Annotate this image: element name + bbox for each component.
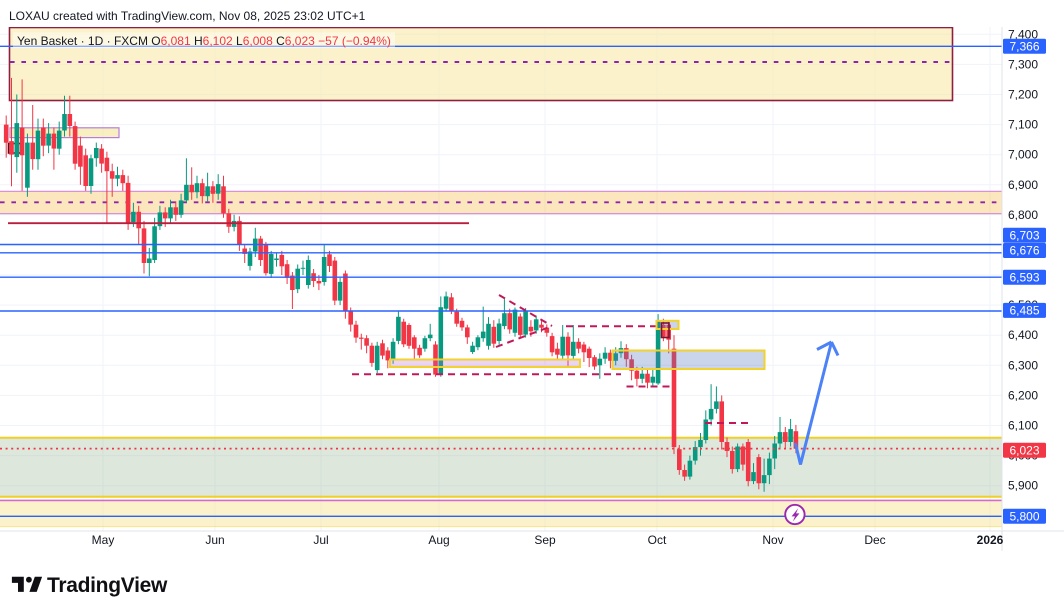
svg-text:TradingView: TradingView: [47, 574, 168, 597]
svg-text:7,300: 7,300: [1008, 57, 1038, 71]
svg-text:2026: 2026: [977, 533, 1004, 547]
svg-text:7,000: 7,000: [1008, 148, 1038, 162]
svg-text:5,800: 5,800: [1009, 510, 1039, 524]
svg-text:6,400: 6,400: [1008, 328, 1038, 342]
svg-text:Sep: Sep: [534, 533, 556, 547]
svg-text:6,485: 6,485: [1009, 304, 1039, 318]
svg-text:Aug: Aug: [428, 533, 449, 547]
svg-text:6,800: 6,800: [1008, 208, 1038, 222]
svg-text:Nov: Nov: [762, 533, 783, 547]
svg-text:6,300: 6,300: [1008, 358, 1038, 372]
svg-text:Yen Basket · 1D · FXCM O6,081: Yen Basket · 1D · FXCM O6,081 H6,102 L6,…: [17, 34, 391, 48]
svg-text:5,900: 5,900: [1008, 479, 1038, 493]
svg-text:Dec: Dec: [864, 533, 885, 547]
svg-text:6,023: 6,023: [1009, 443, 1039, 457]
svg-text:6,676: 6,676: [1009, 244, 1039, 258]
svg-text:6,100: 6,100: [1008, 419, 1038, 433]
svg-text:Jun: Jun: [205, 533, 224, 547]
svg-text:6,200: 6,200: [1008, 388, 1038, 402]
svg-text:6,593: 6,593: [1009, 270, 1039, 284]
svg-text:Jul: Jul: [313, 533, 328, 547]
svg-text:Oct: Oct: [648, 533, 667, 547]
svg-text:6,900: 6,900: [1008, 178, 1038, 192]
svg-text:7,100: 7,100: [1008, 118, 1038, 132]
svg-text:LOXAU created with TradingView: LOXAU created with TradingView.com, Nov …: [9, 9, 366, 23]
svg-text:6,703: 6,703: [1009, 229, 1039, 243]
svg-text:7,400: 7,400: [1008, 27, 1038, 41]
svg-text:May: May: [92, 533, 115, 547]
svg-text:7,200: 7,200: [1008, 88, 1038, 102]
svg-text:7,366: 7,366: [1009, 40, 1039, 54]
